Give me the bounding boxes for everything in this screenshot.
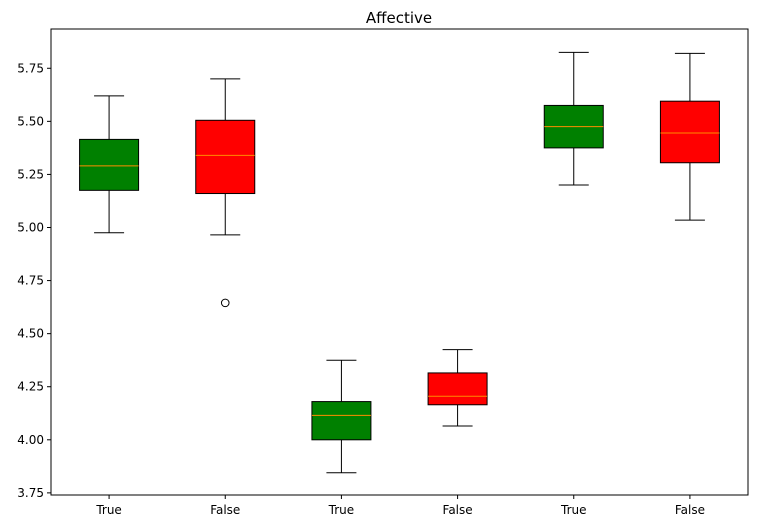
y-tick-label: 4.00 (17, 433, 44, 447)
y-tick-label: 5.50 (17, 114, 44, 128)
box-body (427, 372, 488, 406)
y-tick-label: 4.50 (17, 327, 44, 341)
outlier-point (220, 298, 230, 308)
box-body (659, 100, 720, 164)
y-tick-label: 5.75 (17, 61, 44, 75)
x-tick-label: False (210, 503, 240, 517)
box-body (79, 138, 140, 191)
y-tick-label: 4.75 (17, 274, 44, 288)
plot-frame (50, 28, 749, 496)
plot-area: 3.75 4.00 4.25 4.50 4.75 5.00 5.25 5.50 5.75 True… (17, 51, 720, 517)
chart-title: Affective (366, 9, 432, 27)
box-body (311, 401, 372, 441)
x-tick-label: True (560, 503, 587, 517)
y-tick-label: 5.25 (17, 167, 44, 181)
y-tick-label: 5.00 (17, 221, 44, 235)
x-tick-label: False (443, 503, 473, 517)
x-tick-label: False (675, 503, 705, 517)
y-tick-label: 3.75 (17, 486, 44, 500)
x-tick-label: True (328, 503, 355, 517)
y-tick-label: 4.25 (17, 380, 44, 394)
x-tick-label: True (95, 503, 122, 517)
box-body (195, 119, 256, 195)
